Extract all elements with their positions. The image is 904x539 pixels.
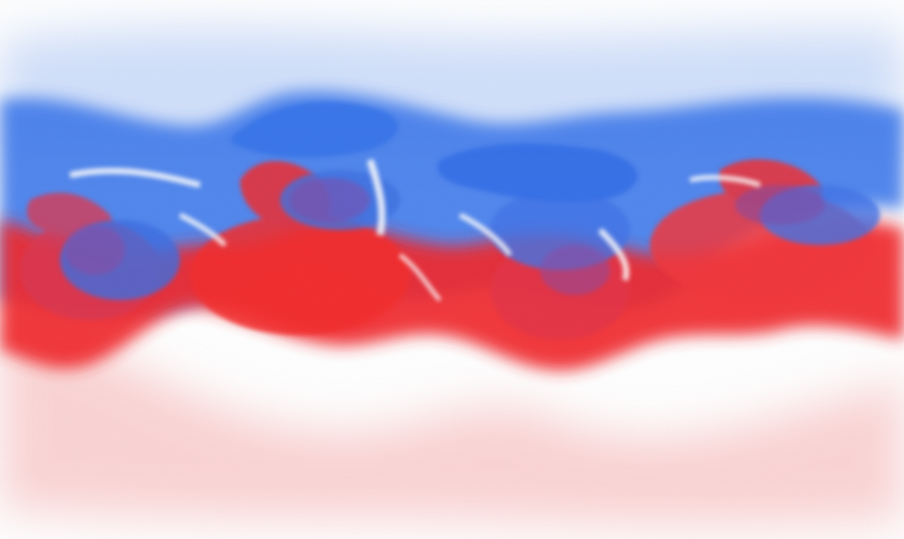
volume-render-canvas xyxy=(0,0,904,539)
mixing-layer-render xyxy=(0,0,904,539)
volume-grain xyxy=(0,0,904,539)
